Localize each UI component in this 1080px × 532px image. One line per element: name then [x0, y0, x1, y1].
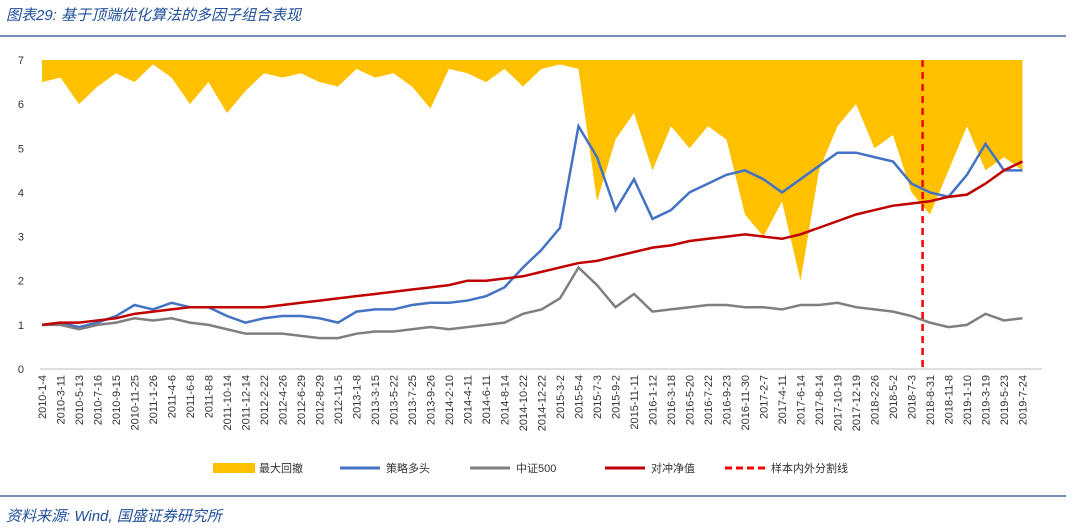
x-tick-label: 2011-10-14 [222, 375, 234, 430]
series-line [42, 265, 1023, 340]
legend-label: 最大回撤 [259, 461, 303, 475]
x-tick-label: 2013-5-22 [389, 375, 401, 425]
x-tick-label: 2017-4-11 [777, 375, 789, 424]
chart-title: 图表29: 基于顶端优化算法的多因子组合表现 [6, 7, 303, 24]
x-tick-label: 2010-1-4 [37, 375, 49, 419]
x-tick-label: 2010-11-25 [130, 375, 142, 430]
x-tick-label: 2019-3-19 [981, 375, 993, 425]
x-tick-label: 2012-4-26 [278, 375, 290, 425]
x-tick-label: 2016-9-23 [722, 375, 734, 425]
series-line [41, 160, 1024, 327]
x-tick-label: 2010-3-11 [56, 375, 68, 424]
x-tick-label: 2018-7-3 [907, 375, 919, 419]
x-tick-label: 2010-9-15 [111, 375, 123, 425]
x-tick-label: 2013-3-15 [370, 375, 382, 425]
legend-label: 中证500 [516, 462, 556, 475]
source: 资料来源: Wind, 国盛证券研究所 [6, 508, 224, 525]
x-tick-label: 2017-2-7 [759, 375, 771, 419]
legend-swatch [213, 463, 255, 473]
x-tick-label: 2017-8-14 [814, 375, 826, 425]
y-tick-label: 4 [18, 187, 24, 199]
y-tick-label: 2 [18, 276, 24, 288]
x-tick-label: 2014-4-11 [463, 375, 475, 424]
y-tick-label: 1 [18, 320, 24, 332]
x-tick-label: 2011-12-14 [241, 375, 253, 430]
x-tick-label: 2012-2-22 [259, 375, 271, 425]
x-tick-label: 2010-7-16 [93, 375, 105, 425]
x-tick-label: 2016-1-12 [648, 375, 660, 425]
y-tick-label: 6 [18, 99, 24, 111]
x-tick-label: 2014-12-22 [537, 375, 549, 431]
x-tick-label: 2018-11-8 [944, 375, 956, 424]
x-tick-label: 2010-5-13 [74, 375, 86, 425]
x-tick-label: 2017-12-19 [851, 375, 863, 431]
y-tick-label: 0 [18, 364, 24, 376]
x-tick-label: 2015-9-2 [611, 375, 623, 419]
x-tick-label: 2014-10-22 [518, 375, 530, 431]
x-tick-label: 2014-6-11 [481, 375, 493, 424]
x-tick-label: 2019-7-24 [1018, 375, 1030, 425]
x-tick-label: 2012-11-5 [333, 375, 345, 424]
y-tick-label: 5 [18, 143, 24, 155]
x-tick-label: 2018-5-2 [888, 375, 900, 419]
x-tick-label: 2018-2-26 [870, 375, 882, 425]
x-tick-label: 2013-7-25 [407, 375, 419, 425]
x-tick-label: 2011-8-8 [204, 375, 216, 418]
x-tick-label: 2011-1-26 [148, 375, 160, 424]
x-tick-label: 2014-8-14 [500, 375, 512, 425]
x-tick-label: 2016-5-20 [685, 375, 697, 425]
x-tick-label: 2016-11-30 [740, 375, 752, 430]
x-tick-label: 2012-8-29 [315, 375, 327, 425]
x-tick-label: 2015-5-4 [574, 375, 586, 419]
x-tick-label: 2015-3-2 [555, 375, 567, 419]
legend-label: 策略多头 [386, 461, 430, 475]
drawdown-area [42, 60, 1023, 281]
x-tick-label: 2019-1-10 [962, 375, 974, 425]
series-line [41, 122, 1023, 329]
x-tick-label: 2013-1-8 [352, 375, 364, 419]
x-tick-label: 2016-7-22 [703, 375, 715, 425]
x-tick-label: 2015-7-3 [592, 375, 604, 419]
x-tick-label: 2015-11-11 [629, 375, 641, 430]
x-tick-label: 2019-5-23 [999, 375, 1011, 425]
x-tick-label: 2011-6-8 [185, 375, 197, 418]
x-tick-label: 2013-9-26 [426, 375, 438, 425]
y-tick-label: 3 [18, 232, 24, 244]
x-tick-label: 2017-10-19 [833, 375, 845, 431]
y-tick-label: 7 [18, 55, 24, 67]
legend-label: 样本内外分割线 [771, 461, 848, 475]
x-tick-label: 2011-4-6 [167, 375, 179, 418]
x-tick-label: 2012-6-29 [296, 375, 308, 425]
x-tick-label: 2017-6-14 [796, 375, 808, 425]
x-tick-label: 2014-2-10 [444, 375, 456, 425]
x-tick-label: 2018-8-31 [925, 375, 937, 425]
legend-label: 对冲净值 [651, 461, 695, 475]
x-tick-label: 2016-3-18 [666, 375, 678, 425]
